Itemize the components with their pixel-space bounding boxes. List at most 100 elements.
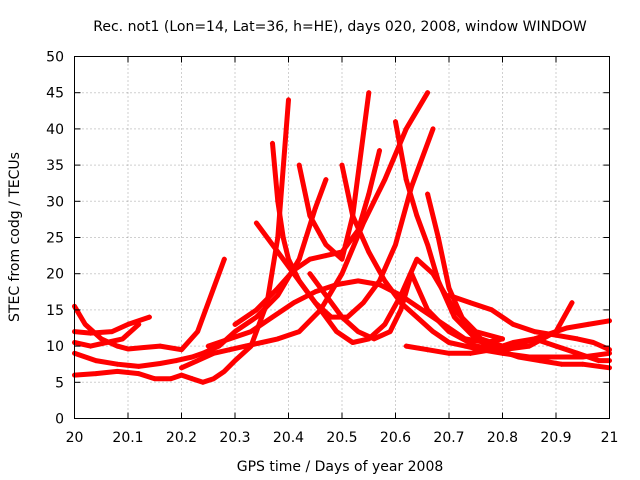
data-point xyxy=(195,358,201,364)
data-point xyxy=(275,198,281,204)
data-point xyxy=(339,314,345,320)
x-tick-label: 20.8 xyxy=(487,430,518,446)
data-point xyxy=(120,336,126,342)
data-point xyxy=(88,330,94,336)
data-point xyxy=(462,321,468,327)
data-point xyxy=(585,321,591,327)
y-tick-label: 0 xyxy=(55,412,64,428)
data-point xyxy=(200,379,206,385)
data-point xyxy=(398,300,404,306)
data-point xyxy=(430,329,436,335)
data-point xyxy=(296,256,302,262)
data-point xyxy=(414,314,420,320)
data-point xyxy=(580,361,586,367)
y-tick-label: 10 xyxy=(46,339,64,355)
data-point xyxy=(393,119,398,125)
data-point xyxy=(189,376,195,382)
data-point xyxy=(564,325,570,331)
data-point xyxy=(339,256,345,262)
y-tick-label: 5 xyxy=(55,375,64,391)
data-point xyxy=(425,347,431,353)
data-point xyxy=(152,376,158,382)
data-point xyxy=(114,343,120,349)
data-point xyxy=(382,177,388,183)
data-point xyxy=(387,329,393,335)
data-point xyxy=(376,148,382,154)
data-point xyxy=(291,300,297,306)
data-point xyxy=(553,354,559,360)
data-point xyxy=(312,300,318,306)
data-point xyxy=(221,256,227,262)
data-point xyxy=(253,307,259,313)
data-point xyxy=(446,285,452,291)
data-point xyxy=(446,329,452,335)
y-tick-label: 20 xyxy=(46,267,64,283)
data-point xyxy=(553,343,559,349)
x-tick-label: 20.6 xyxy=(380,430,411,446)
data-point xyxy=(227,347,233,353)
data-point xyxy=(227,336,233,342)
y-tick-label: 25 xyxy=(46,231,64,247)
data-point xyxy=(275,292,281,298)
data-point xyxy=(435,235,441,240)
data-point xyxy=(366,191,372,197)
y-tick-label: 50 xyxy=(46,50,64,66)
series-arc14 xyxy=(393,119,612,371)
data-point xyxy=(596,358,602,364)
data-point xyxy=(510,339,516,345)
y-tick-label: 45 xyxy=(46,86,64,102)
data-point xyxy=(125,346,131,352)
series-trace xyxy=(179,90,431,371)
data-point xyxy=(200,350,206,356)
data-point xyxy=(398,307,404,313)
data-point xyxy=(259,339,265,345)
data-point xyxy=(478,336,484,342)
x-tick-label: 20.7 xyxy=(433,430,464,446)
data-point xyxy=(339,271,345,277)
data-point xyxy=(462,343,468,349)
data-point xyxy=(500,336,505,342)
data-point xyxy=(425,307,431,313)
data-point xyxy=(179,347,184,353)
data-point xyxy=(430,126,436,132)
data-point xyxy=(414,213,420,219)
data-point xyxy=(296,162,302,168)
data-point xyxy=(451,314,457,320)
data-point xyxy=(403,177,409,183)
data-point xyxy=(157,360,163,366)
series-arc8 xyxy=(269,126,436,320)
data-point xyxy=(526,343,532,349)
data-point xyxy=(590,339,596,345)
data-point xyxy=(179,372,184,378)
data-point xyxy=(82,321,88,327)
data-point xyxy=(516,354,522,360)
data-point xyxy=(114,368,120,374)
y-tick-label: 30 xyxy=(46,194,64,210)
y-tick-label: 40 xyxy=(46,122,64,138)
chart-title: Rec. not1 (Lon=14, Lat=36, h=HE), days 0… xyxy=(93,19,587,35)
data-point xyxy=(280,235,286,240)
data-point xyxy=(232,329,238,335)
data-point xyxy=(248,329,254,335)
data-point xyxy=(334,282,340,288)
x-tick-label: 20 xyxy=(66,430,84,446)
x-axis-label: GPS time / Days of year 2008 xyxy=(237,459,444,475)
data-point xyxy=(537,358,543,364)
data-point xyxy=(323,253,329,259)
data-point xyxy=(98,336,104,342)
x-tick-label: 20.2 xyxy=(166,430,197,446)
data-point xyxy=(312,289,318,295)
data-point xyxy=(467,350,473,356)
data-point xyxy=(275,336,281,342)
data-point xyxy=(104,339,110,345)
data-point xyxy=(93,358,99,364)
data-point xyxy=(205,343,211,349)
data-point xyxy=(425,242,431,248)
data-point xyxy=(553,332,559,338)
x-tick-label: 21 xyxy=(601,430,619,446)
data-point xyxy=(296,278,302,284)
series-arc6 xyxy=(179,90,431,371)
data-point xyxy=(307,213,313,219)
